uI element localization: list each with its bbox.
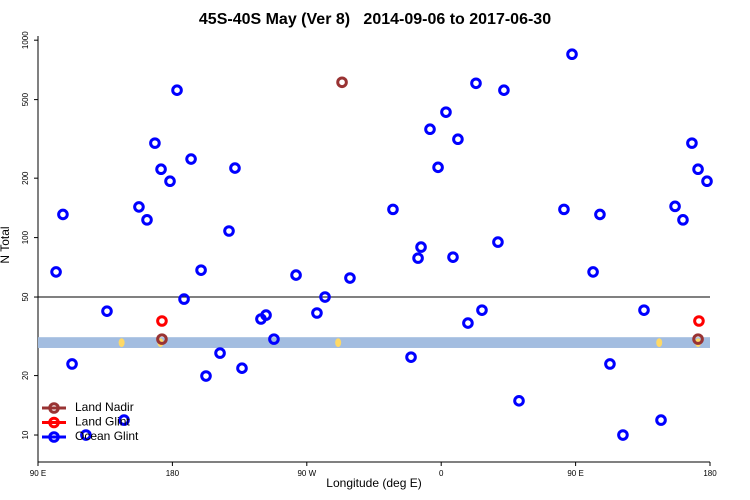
point bbox=[440, 106, 452, 118]
y-tick-label: 200 bbox=[21, 171, 30, 185]
point bbox=[655, 414, 667, 426]
y-tick-label: 10 bbox=[21, 430, 30, 439]
point bbox=[470, 77, 482, 90]
point bbox=[693, 315, 705, 327]
point bbox=[405, 351, 417, 363]
point bbox=[677, 214, 689, 226]
y-tick-label: 500 bbox=[21, 92, 30, 106]
point bbox=[290, 269, 302, 281]
y-axis-label: N Total bbox=[0, 226, 12, 263]
x-tick-label: 180 bbox=[166, 469, 180, 478]
point bbox=[57, 208, 69, 221]
point bbox=[447, 251, 459, 263]
point bbox=[200, 370, 212, 382]
point bbox=[149, 137, 161, 149]
band bbox=[38, 337, 710, 348]
y-tick-label: 100 bbox=[21, 230, 30, 244]
band-marker bbox=[335, 338, 342, 347]
point bbox=[692, 333, 704, 345]
point bbox=[156, 333, 168, 345]
point bbox=[587, 266, 599, 278]
point bbox=[336, 76, 348, 89]
point bbox=[594, 208, 606, 221]
point bbox=[432, 161, 444, 174]
point bbox=[319, 291, 331, 303]
legend-label: Land Glint bbox=[75, 415, 130, 429]
point bbox=[268, 333, 280, 345]
point bbox=[164, 175, 176, 188]
x-tick-label: 180 bbox=[703, 469, 717, 478]
y-tick-label: 50 bbox=[21, 292, 30, 301]
legend-marker bbox=[48, 416, 60, 429]
point bbox=[387, 203, 399, 216]
point bbox=[311, 307, 323, 319]
point bbox=[412, 252, 424, 264]
point bbox=[462, 317, 474, 329]
y-tick-label: 1000 bbox=[21, 31, 30, 49]
point bbox=[452, 133, 464, 146]
legend-label: Land Nadir bbox=[75, 400, 134, 414]
point bbox=[424, 123, 436, 136]
point bbox=[344, 272, 356, 284]
y-tick-label: 20 bbox=[21, 371, 30, 380]
legend-marker bbox=[48, 431, 60, 443]
legend-label: Ocean Glint bbox=[75, 429, 139, 443]
point bbox=[669, 200, 681, 213]
point bbox=[185, 153, 197, 165]
point bbox=[156, 315, 168, 327]
point bbox=[701, 175, 713, 188]
point bbox=[155, 163, 167, 176]
point bbox=[236, 362, 248, 375]
point bbox=[195, 264, 207, 276]
point bbox=[686, 137, 698, 149]
point bbox=[214, 347, 226, 359]
point bbox=[638, 304, 650, 316]
point bbox=[80, 429, 92, 441]
x-tick-label: 90 E bbox=[30, 469, 46, 478]
point bbox=[476, 304, 488, 316]
band-marker bbox=[656, 338, 663, 347]
point bbox=[604, 358, 616, 370]
point bbox=[141, 214, 153, 226]
point bbox=[492, 236, 504, 248]
point bbox=[617, 429, 629, 441]
point bbox=[260, 309, 272, 321]
chart-title: 45S-40S May (Ver 8) 2014-09-06 to 2017-0… bbox=[199, 11, 551, 28]
point bbox=[171, 84, 183, 97]
point bbox=[229, 162, 241, 174]
point bbox=[118, 414, 130, 426]
band-marker bbox=[118, 338, 125, 347]
x-tick-label: 90 W bbox=[297, 469, 316, 478]
point bbox=[133, 201, 145, 213]
point bbox=[558, 203, 570, 216]
point bbox=[566, 48, 578, 61]
x-tick-label: 90 E bbox=[567, 469, 583, 478]
point bbox=[513, 395, 525, 407]
point bbox=[178, 293, 190, 305]
point bbox=[66, 358, 78, 370]
x-axis-label: Longitude (deg E) bbox=[326, 476, 421, 490]
point bbox=[498, 84, 510, 97]
x-tick-label: 0 bbox=[439, 469, 444, 478]
point bbox=[101, 305, 113, 317]
point bbox=[415, 241, 427, 253]
point bbox=[692, 163, 704, 176]
point bbox=[50, 266, 62, 278]
legend-marker bbox=[48, 402, 60, 414]
point bbox=[223, 225, 235, 237]
